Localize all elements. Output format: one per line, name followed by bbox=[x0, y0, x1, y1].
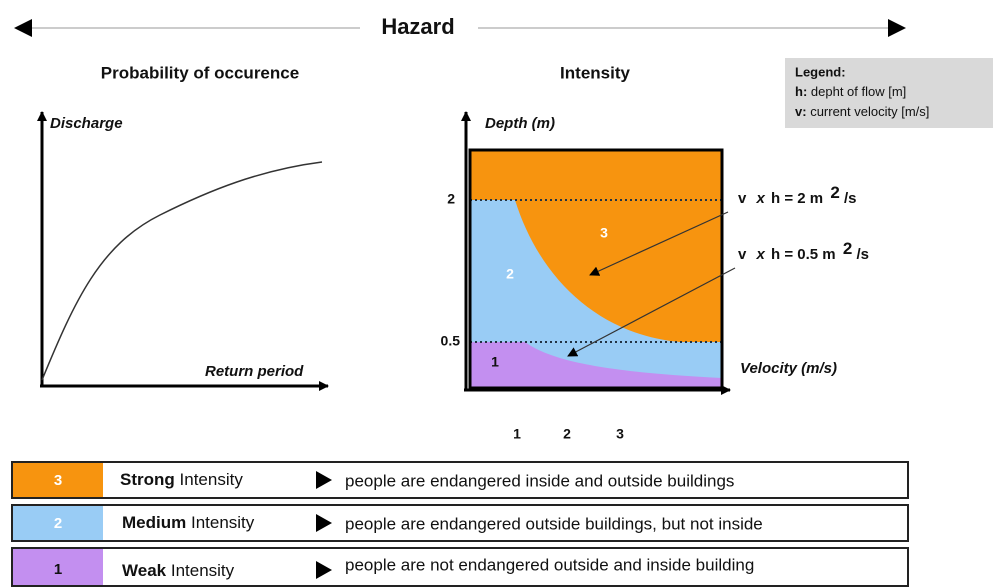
y-axis-label: Depth (m) bbox=[485, 115, 555, 132]
level: 3 bbox=[54, 472, 62, 489]
x-axis-label: Return period bbox=[205, 363, 304, 380]
curve-label: v x h = 0.5 m 2 /s bbox=[738, 239, 869, 262]
title: Hazard bbox=[381, 14, 454, 39]
description: people are not endangered outside and in… bbox=[345, 555, 754, 574]
legend-title: Legend: bbox=[795, 64, 846, 79]
zone-label: 2 bbox=[506, 266, 514, 282]
table-row: 3 Strong Intensity people are endangered… bbox=[11, 461, 909, 499]
zone-label: 1 bbox=[491, 354, 499, 370]
table-row: 1 Weak Intensity people are not endanger… bbox=[11, 547, 909, 587]
intensity-table: 3 Strong Intensity people are endangered… bbox=[11, 461, 909, 587]
legend-item: h: depht of flow [m] bbox=[795, 84, 906, 99]
curve-label: v x h = 2 m 2 /s bbox=[738, 183, 856, 206]
strength: Strong Intensity bbox=[120, 470, 243, 489]
x-tick-label: 3 bbox=[616, 426, 624, 442]
level: 2 bbox=[54, 515, 62, 532]
y-axis-label: Discharge bbox=[50, 115, 123, 132]
legend-item: v: current velocity [m/s] bbox=[795, 104, 929, 119]
legend: Legend: h: depht of flow [m] v: current … bbox=[785, 58, 993, 128]
y-tick-label: 2 bbox=[447, 191, 455, 207]
panel-title: Intensity bbox=[560, 63, 630, 82]
panel-title: Probability of occurence bbox=[101, 63, 299, 82]
x-tick-label: 2 bbox=[563, 426, 571, 442]
y-tick-label: 0.5 bbox=[441, 333, 461, 349]
x-axis-label: Velocity (m/s) bbox=[740, 360, 837, 377]
right-panel: Intensity Depth (m) Velocity (m/s) 2 0.5… bbox=[441, 63, 869, 441]
level: 1 bbox=[54, 561, 62, 578]
zone-label: 3 bbox=[600, 225, 608, 241]
description: people are endangered inside and outside… bbox=[345, 471, 734, 490]
strength: Medium Intensity bbox=[122, 513, 255, 532]
left-panel: Probability of occurence Discharge Retur… bbox=[37, 63, 329, 391]
strength: Weak Intensity bbox=[122, 561, 235, 580]
x-tick-label: 1 bbox=[513, 426, 521, 442]
hazard-header: Hazard bbox=[14, 14, 906, 39]
description: people are endangered outside buildings,… bbox=[345, 514, 763, 533]
table-row: 2 Medium Intensity people are endangered… bbox=[11, 504, 909, 542]
